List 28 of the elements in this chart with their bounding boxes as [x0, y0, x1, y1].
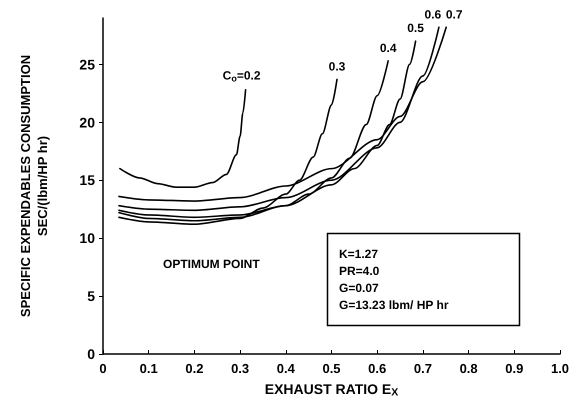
- y-axis-title: SPECIFIC EXPENDABLES CONSUMPTION SEC/(lbm/HP hr): [18, 54, 50, 318]
- x-tick-label: 0.5: [322, 361, 341, 376]
- y-tick-label: 10: [79, 230, 96, 246]
- x-tick-label: 0.6: [368, 361, 386, 376]
- x-tick-label: 0.3: [231, 361, 250, 376]
- series-label: 0.3: [328, 59, 346, 74]
- y-tick-label: 5: [87, 288, 96, 304]
- annotation: PR=4.0: [339, 264, 380, 278]
- x-tick-label: 0.9: [505, 361, 524, 376]
- y-tick-label: 15: [79, 172, 96, 188]
- annotation: G=0.07: [339, 281, 380, 295]
- x-tick-label: 0.7: [414, 361, 432, 376]
- series-label: 0.6: [424, 7, 442, 22]
- y-tick-label: 20: [79, 114, 96, 130]
- x-tick-label: 0.8: [460, 361, 478, 376]
- y-tick-label: 25: [79, 56, 96, 72]
- x-tick-label: 0.4: [276, 361, 296, 376]
- y-tick-label: 0: [87, 346, 96, 362]
- annotation: G=13.23 lbm/ HP hr: [339, 298, 449, 312]
- x-tick-label: 0: [99, 361, 107, 376]
- series-label: 0.7: [446, 7, 463, 22]
- x-tick-label: 1.0: [550, 361, 570, 376]
- annotation: K=1.27: [339, 247, 378, 261]
- series-label: 0.4: [380, 40, 397, 55]
- x-tick-label: 0.1: [140, 361, 158, 376]
- series-label: 0.5: [407, 21, 424, 36]
- annotation: OPTIMUM POINT: [163, 257, 260, 271]
- x-tick-label: 0.2: [185, 361, 204, 376]
